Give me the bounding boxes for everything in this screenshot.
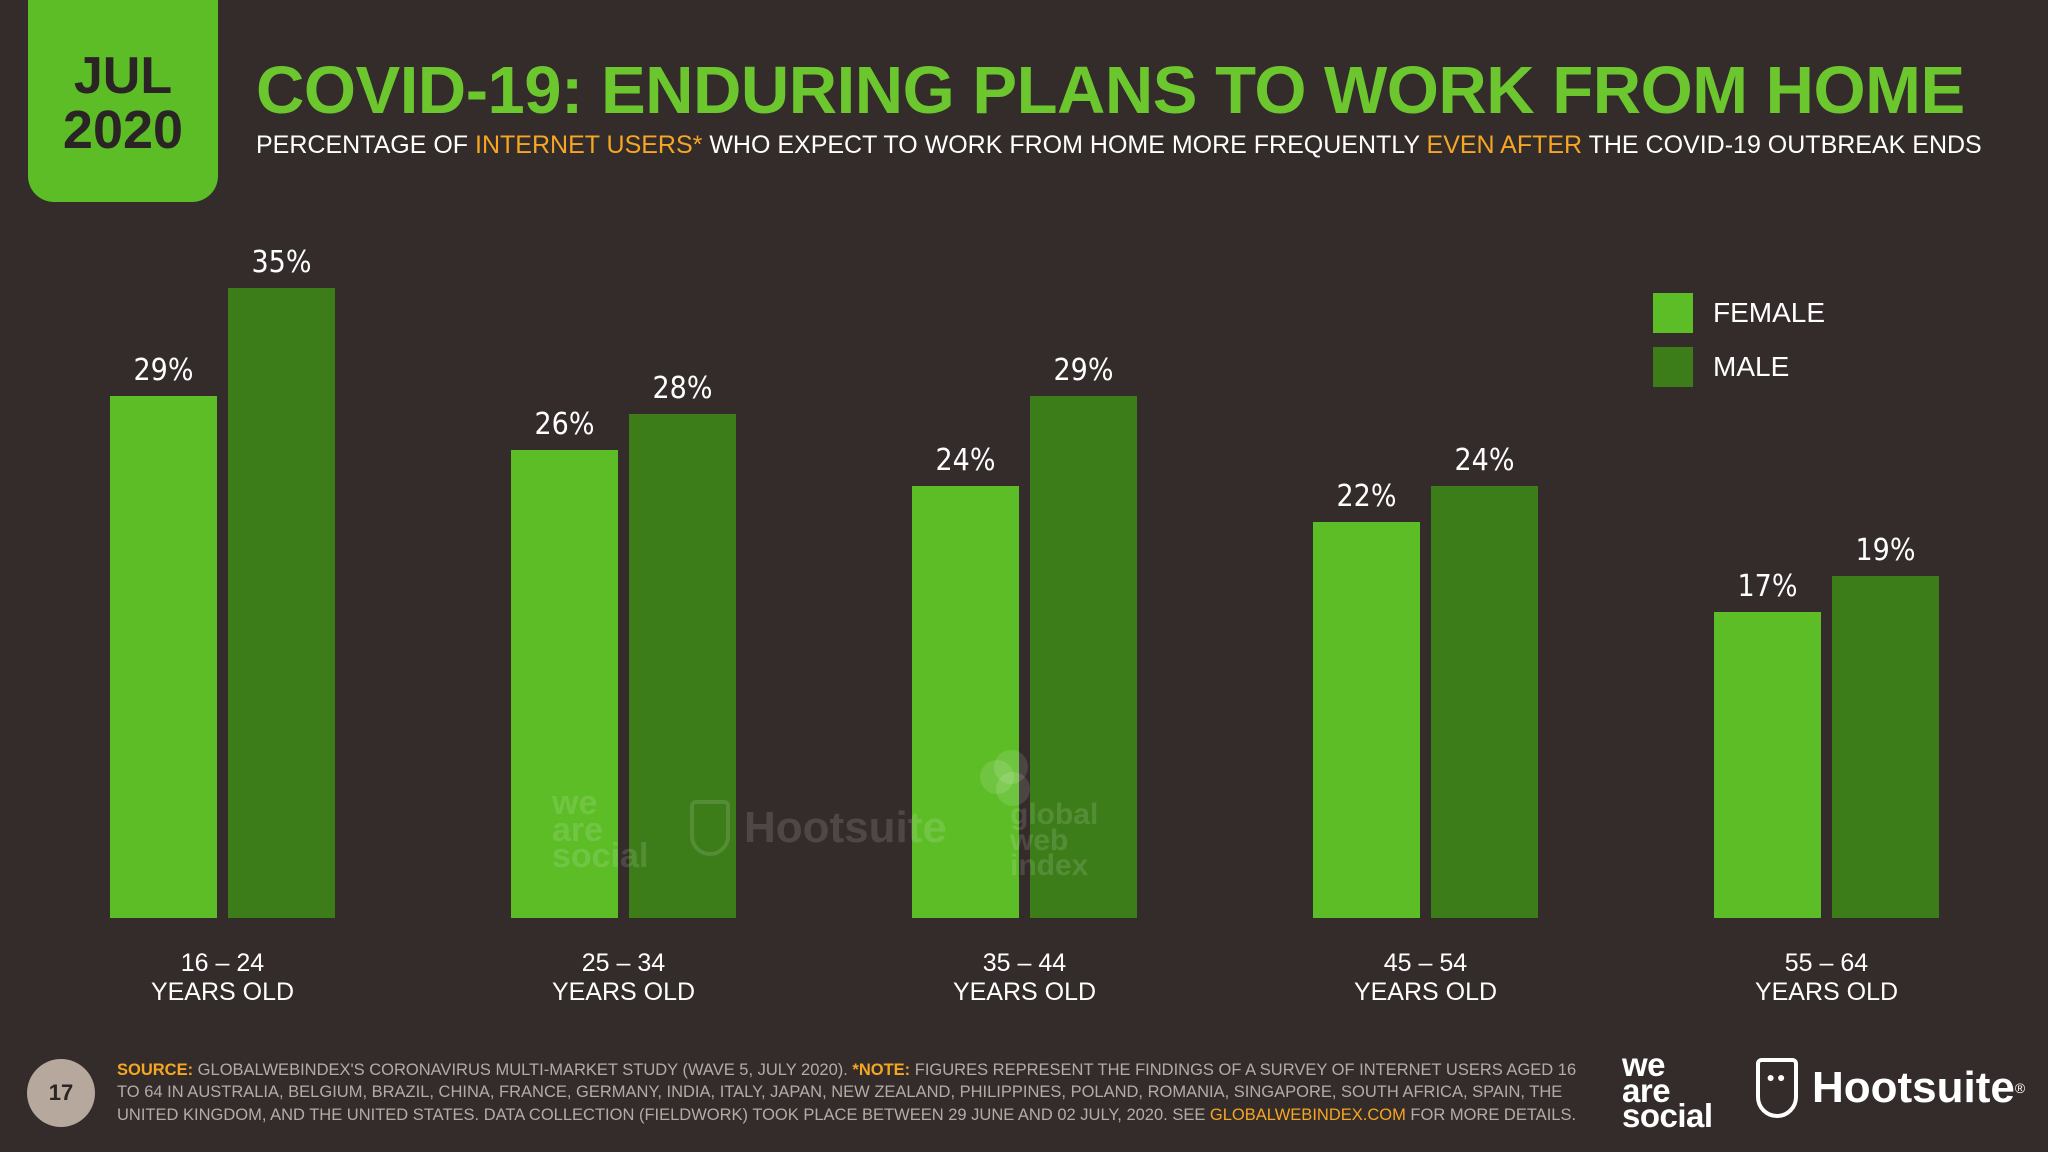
chart-legend: FEMALE MALE [1653, 293, 1825, 401]
x-tick-label-3: 45 – 54 [1384, 949, 1468, 977]
legend-swatch-male [1653, 347, 1693, 387]
bar-male-0 [228, 288, 335, 918]
note-text: FIGURES REPRESENT THE FINDINGS OF A SURV… [117, 1061, 1577, 1124]
legend-label-female: FEMALE [1713, 297, 1826, 328]
hootsuite-owl-icon: ●● [1756, 1058, 1798, 1118]
watermark-gwi-line1: global [1010, 798, 1099, 831]
page-number: 17 [27, 1059, 95, 1127]
page-subtitle: PERCENTAGE OF INTERNET USERS* WHO EXPECT… [256, 131, 1982, 160]
watermark-gwi-line3: index [1010, 849, 1089, 882]
x-tick-label-0: 16 – 24 [181, 949, 265, 977]
subtitle-part2: WHO EXPECT TO WORK FROM HOME MORE FREQUE… [702, 131, 1427, 159]
legend-item-female: FEMALE [1653, 293, 1825, 333]
x-tick-sublabel-2: YEARS OLD [953, 978, 1096, 1006]
source-end-text: FOR MORE DETAILS. [1405, 1105, 1577, 1124]
legend-label-male: MALE [1713, 351, 1790, 382]
watermark-wearesocial-line3: social [552, 837, 649, 876]
data-label-male-2: 29% [1054, 353, 1114, 388]
logo-was-line1: we [1622, 1046, 1666, 1083]
bar-male-2 [1030, 396, 1137, 918]
legend-swatch-female [1653, 293, 1693, 333]
bar-female-1 [511, 450, 618, 918]
data-label-male-0: 35% [252, 245, 312, 280]
bar-male-4 [1832, 576, 1939, 918]
watermark-gwi-line2: web [1010, 823, 1069, 857]
x-tick-sublabel-3: YEARS OLD [1354, 978, 1497, 1006]
bar-female-2 [912, 486, 1019, 918]
watermark-we-are-social: we are social [552, 784, 649, 876]
watermark-owl-icon [690, 800, 730, 856]
we-are-social-logo: we are social [1622, 1046, 1713, 1135]
watermark-globalwebindex: global web index [980, 750, 1099, 882]
hootsuite-logo: ●● Hootsuite ® [1756, 1058, 2025, 1118]
bar-male-3 [1431, 486, 1538, 918]
data-label-male-3: 24% [1455, 443, 1515, 478]
watermark-wearesocial-line1: we [552, 784, 598, 822]
x-tick-sublabel-4: YEARS OLD [1755, 978, 1898, 1006]
legend-item-male: MALE [1653, 347, 1825, 387]
bar-female-4 [1714, 612, 1821, 918]
bar-male-1 [629, 414, 736, 918]
subtitle-highlight-even-after: EVEN AFTER [1426, 131, 1583, 159]
x-tick-sublabel-1: YEARS OLD [552, 978, 695, 1006]
source-link[interactable]: GLOBALWEBINDEX.COM [1209, 1105, 1406, 1124]
date-badge: JUL 2020 [28, 0, 218, 202]
data-label-female-3: 22% [1337, 479, 1397, 514]
source-label: SOURCE: [117, 1061, 194, 1079]
note-label: *NOTE: [852, 1061, 911, 1079]
watermark-hootsuite: Hootsuite [690, 800, 947, 856]
data-label-male-1: 28% [653, 371, 713, 406]
x-tick-label-2: 35 – 44 [983, 949, 1067, 977]
page-title: COVID-19: ENDURING PLANS TO WORK FROM HO… [256, 53, 1965, 128]
logo-was-line3: social [1622, 1097, 1713, 1135]
bar-female-3 [1313, 522, 1420, 918]
source-text: GLOBALWEBINDEX'S CORONAVIRUS MULTI-MARKE… [193, 1061, 853, 1079]
data-label-female-2: 24% [936, 443, 996, 478]
watermark-wearesocial-line2: are [552, 810, 604, 849]
data-label-female-0: 29% [134, 353, 194, 388]
watermark-gwi-circles-icon [980, 750, 1040, 810]
data-label-female-4: 17% [1738, 569, 1798, 604]
subtitle-part3: THE COVID-19 OUTBREAK ENDS [1582, 131, 1982, 159]
hootsuite-registered-mark: ® [2014, 1080, 2026, 1096]
x-tick-label-4: 55 – 64 [1785, 949, 1869, 977]
logo-was-line2: are [1622, 1071, 1671, 1109]
x-tick-label-1: 25 – 34 [582, 949, 666, 977]
source-note: SOURCE: GLOBALWEBINDEX'S CORONAVIRUS MUL… [117, 1059, 1587, 1126]
x-tick-sublabel-0: YEARS OLD [151, 978, 294, 1006]
data-label-female-1: 26% [535, 407, 595, 442]
data-label-male-4: 19% [1856, 533, 1916, 568]
watermark-hootsuite-text: Hootsuite [744, 803, 947, 852]
date-month: JUL [73, 46, 173, 105]
bar-female-0 [110, 396, 217, 918]
subtitle-highlight-internet-users: INTERNET USERS* [475, 131, 703, 159]
subtitle-part1: PERCENTAGE OF [256, 131, 476, 159]
hootsuite-logo-text: Hootsuite [1812, 1063, 2015, 1112]
date-year: 2020 [62, 99, 184, 160]
